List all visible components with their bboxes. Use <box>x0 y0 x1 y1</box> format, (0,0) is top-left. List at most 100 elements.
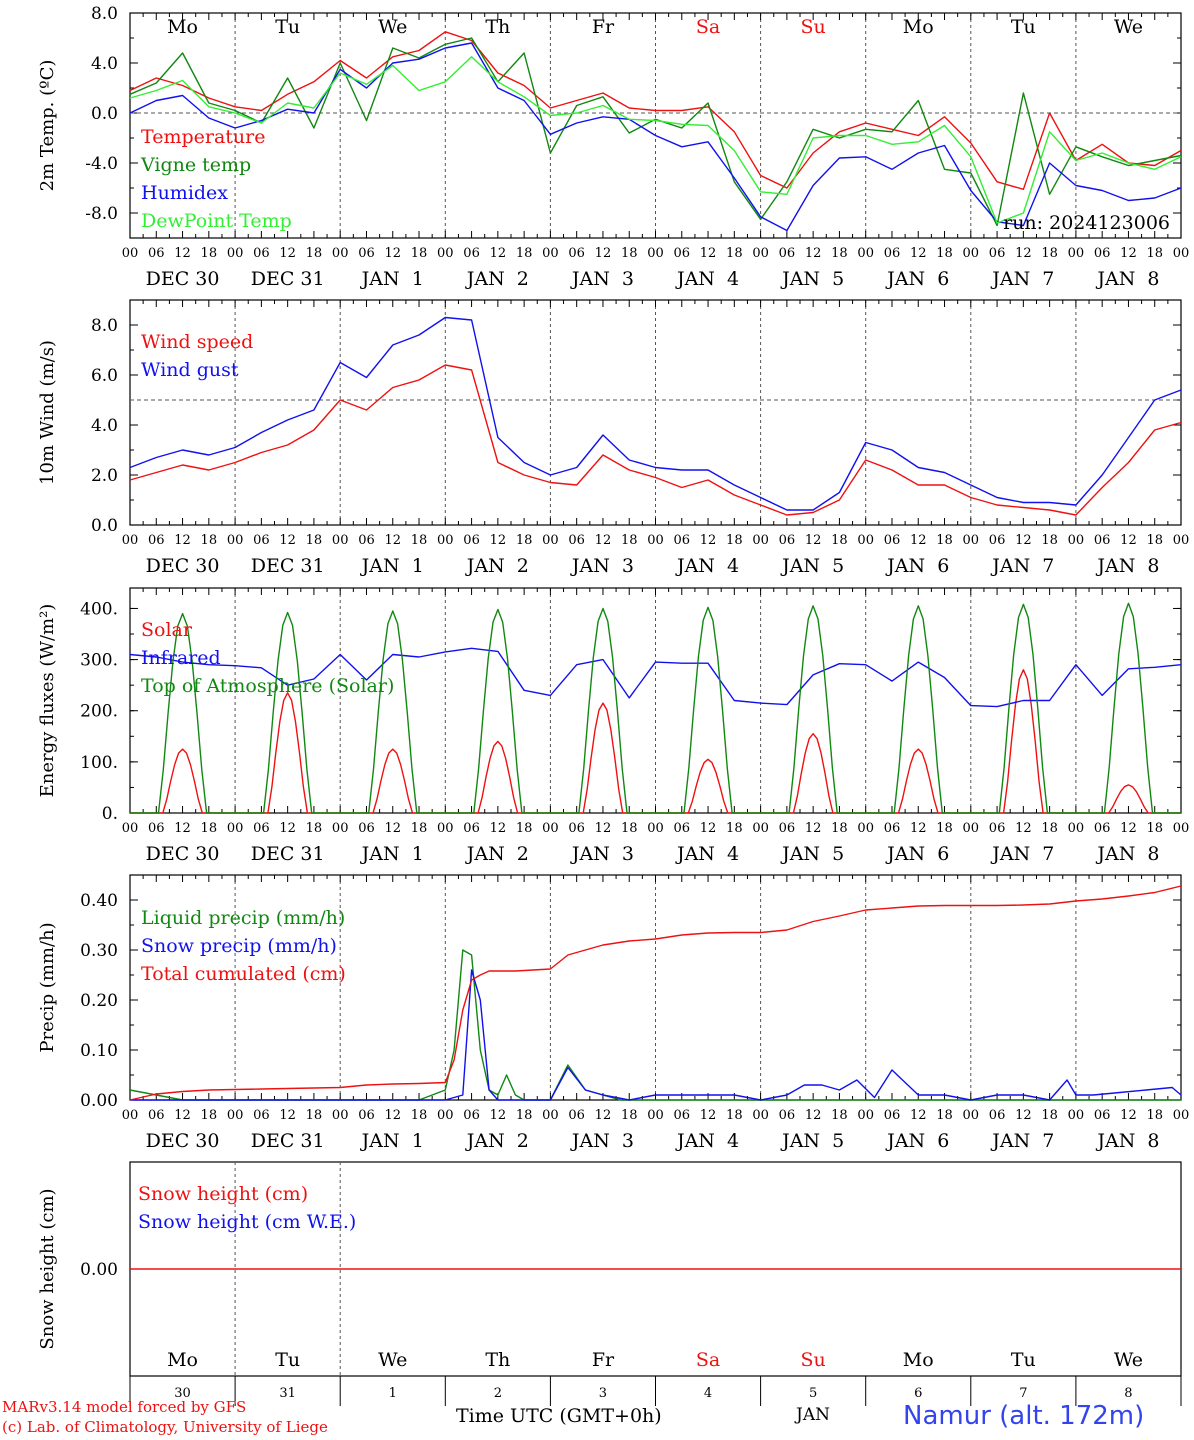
date-label: JAN 3 <box>570 268 634 290</box>
hour-tick-label: 06 <box>463 821 480 836</box>
day-number: 31 <box>279 1386 296 1401</box>
day-name: We <box>378 1349 407 1371</box>
hour-tick-label: 06 <box>674 533 691 548</box>
hour-tick-label: 00 <box>122 1108 139 1123</box>
hour-tick-label: 06 <box>1094 1108 1111 1123</box>
hour-tick-label: 18 <box>621 533 638 548</box>
date-label: JAN 2 <box>465 555 529 577</box>
hour-tick-label: 00 <box>332 246 349 261</box>
hour-tick-label: 18 <box>726 1108 743 1123</box>
y-tick-label: 6.0 <box>91 366 118 386</box>
hour-tick-label: 18 <box>936 821 953 836</box>
month-label: JAN <box>796 1405 830 1425</box>
hour-tick-label: 18 <box>621 246 638 261</box>
hour-tick-label: 00 <box>542 246 559 261</box>
y-tick-label: 0.30 <box>80 941 118 961</box>
model-credit-line-1: MARv3.14 model forced by GFS <box>2 1398 247 1416</box>
hour-tick-label: 06 <box>989 1108 1006 1123</box>
hour-tick-label: 12 <box>174 1108 191 1123</box>
hour-tick-label: 12 <box>174 821 191 836</box>
y-axis-label: Energy fluxes (W/m²) <box>37 604 58 798</box>
day-name: Mo <box>903 1349 934 1371</box>
hour-tick-label: 00 <box>1173 821 1190 836</box>
hour-tick-label: 18 <box>621 1108 638 1123</box>
hour-tick-label: 06 <box>148 246 165 261</box>
hour-tick-label: 06 <box>148 533 165 548</box>
y-tick-label: 0.00 <box>80 1091 118 1111</box>
hour-tick-label: 00 <box>437 246 454 261</box>
hour-tick-label: 00 <box>332 533 349 548</box>
hour-tick-label: 12 <box>1015 1108 1032 1123</box>
date-label: JAN 8 <box>1095 843 1159 865</box>
y-tick-label: 400. <box>80 599 118 619</box>
legend-entry: Snow precip (mm/h) <box>141 935 337 957</box>
hour-tick-label: 18 <box>726 821 743 836</box>
date-label: JAN 8 <box>1095 1130 1159 1152</box>
hour-tick-label: 12 <box>805 1108 822 1123</box>
hour-tick-label: 06 <box>779 1108 796 1123</box>
hour-tick-label: 00 <box>122 533 139 548</box>
series-line-dewpoint-temp <box>129 56 1182 224</box>
hour-tick-label: 06 <box>358 821 375 836</box>
hour-tick-label: 12 <box>279 1108 296 1123</box>
date-label: JAN 5 <box>780 843 844 865</box>
y-tick-label: 0.40 <box>80 891 118 911</box>
hour-tick-label: 06 <box>884 821 901 836</box>
series-line-top-of-atmosphere-solar- <box>130 602 1181 814</box>
date-label: JAN 6 <box>885 268 949 290</box>
hour-tick-label: 00 <box>752 246 769 261</box>
plot-frame <box>129 299 1182 526</box>
y-tick-label: 0.0 <box>91 516 118 536</box>
legend-entry: Snow height (cm W.E.) <box>138 1211 356 1233</box>
day-number: 7 <box>1019 1386 1027 1401</box>
hour-tick-label: 18 <box>1146 533 1163 548</box>
day-number: 30 <box>174 1386 191 1401</box>
hour-tick-label: 12 <box>174 533 191 548</box>
legend-entry: Solar <box>141 619 193 641</box>
hour-tick-label: 18 <box>411 533 428 548</box>
hour-tick-label: 12 <box>1015 821 1032 836</box>
hour-tick-label: 06 <box>253 533 270 548</box>
hour-tick-label: 00 <box>437 821 454 836</box>
y-tick-label: 0.10 <box>80 1041 118 1061</box>
hour-tick-label: 12 <box>490 821 507 836</box>
hour-tick-label: 18 <box>1146 246 1163 261</box>
hour-tick-label: 12 <box>805 246 822 261</box>
time-axis-label: Time UTC (GMT+0h) <box>456 1405 662 1427</box>
hour-tick-label: 00 <box>1173 533 1190 548</box>
date-label: JAN 1 <box>360 555 424 577</box>
hour-tick-label: 06 <box>463 1108 480 1123</box>
hour-tick-label: 18 <box>1146 821 1163 836</box>
hour-tick-label: 06 <box>568 246 585 261</box>
hour-tick-label: 00 <box>122 821 139 836</box>
panel-3: 00 06 12 18 00 06 12 18 00 06 12 18 00 06 12 18 00 06 12 18… <box>37 587 1190 865</box>
hour-tick-label: 12 <box>1015 246 1032 261</box>
hour-tick-label: 06 <box>568 533 585 548</box>
legend-entry: Total cumulated (cm) <box>141 963 346 985</box>
hour-tick-label: 18 <box>1041 821 1058 836</box>
hour-tick-label: 18 <box>411 1108 428 1123</box>
hour-tick-label: 00 <box>1173 246 1190 261</box>
y-tick-label: -4.0 <box>85 154 118 174</box>
day-number: 3 <box>599 1386 607 1401</box>
hour-tick-label: 18 <box>1041 246 1058 261</box>
hour-tick-label: 18 <box>201 1108 218 1123</box>
y-tick-label: 0.0 <box>91 104 118 124</box>
series-line-infrared <box>129 647 1182 708</box>
hour-tick-label: 12 <box>910 246 927 261</box>
hour-tick-label: 12 <box>1015 533 1032 548</box>
hour-tick-label: 12 <box>384 533 401 548</box>
date-label: JAN 4 <box>675 1130 739 1152</box>
hour-tick-label: 18 <box>831 533 848 548</box>
hour-tick-label: 06 <box>463 533 480 548</box>
panel-5: 0.00 Snow height (cm) Snow height (cm) Snow… <box>37 1161 1182 1406</box>
hour-tick-label: 06 <box>358 246 375 261</box>
series-line-wind-gust <box>129 316 1182 511</box>
date-label: DEC 30 <box>146 268 220 290</box>
hour-tick-label: 00 <box>647 821 664 836</box>
y-axis-label: 10m Wind (m/s) <box>37 340 58 485</box>
hour-tick-label: 00 <box>1068 533 1085 548</box>
hour-tick-label: 12 <box>279 821 296 836</box>
hour-tick-label: 00 <box>857 533 874 548</box>
day-name: Tu <box>1011 16 1036 38</box>
